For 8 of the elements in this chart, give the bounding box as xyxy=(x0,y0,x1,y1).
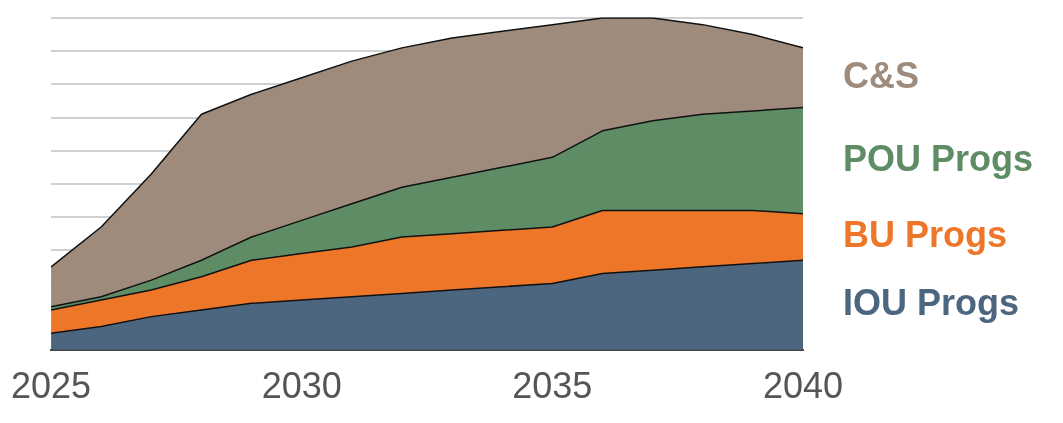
x-tick-label: 2040 xyxy=(762,365,844,407)
x-tick-label: 2025 xyxy=(11,365,92,407)
series-label: BU Progs xyxy=(843,213,1008,255)
x-tick-label: 2035 xyxy=(512,365,593,407)
x-tick-label: 2030 xyxy=(261,365,342,407)
series-label: IOU Progs xyxy=(843,281,1020,323)
series-label: POU Progs xyxy=(843,137,1034,179)
series-label: C&S xyxy=(843,54,920,96)
